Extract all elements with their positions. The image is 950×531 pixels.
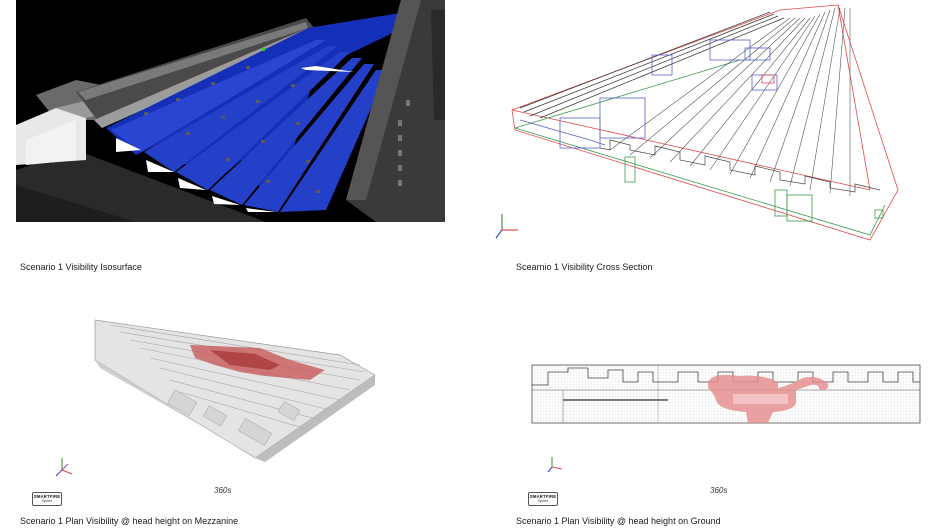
axis-triad-icon [547,457,563,473]
ground-caption: Scenario 1 Plan Visibility @ head height… [516,516,721,526]
ground-plan-panel [528,360,923,430]
logo-line1: SMARTFIRE [529,494,557,499]
cross-section-render [495,4,899,241]
cross-section-caption: Scearnio 1 Visibility Cross Section [516,262,653,272]
isosurface-panel [16,0,445,222]
ground-time-label: 360s [710,486,728,495]
mezzanine-time-label: 360s [214,486,232,495]
logo-line2: System [537,499,549,503]
isosurface-render [16,0,445,222]
ground-plan-render [531,364,921,424]
mezzanine-caption: Scenario 1 Plan Visibility @ head height… [20,516,239,526]
logo-line1: SMARTFIRE [33,494,61,499]
mezzanine-plan-render [55,319,376,477]
logo-line2: System [41,499,53,503]
smartfire-logo: SMARTFIRE System [528,492,558,506]
axis-triad-icon [495,214,518,239]
smartfire-logo: SMARTFIRE System [32,492,62,506]
isosurface-caption: Scenario 1 Visibility Isosurface [20,262,142,272]
cross-section-panel [490,0,910,245]
mezzanine-plan-panel [40,310,400,490]
axis-triad-icon [55,458,73,477]
